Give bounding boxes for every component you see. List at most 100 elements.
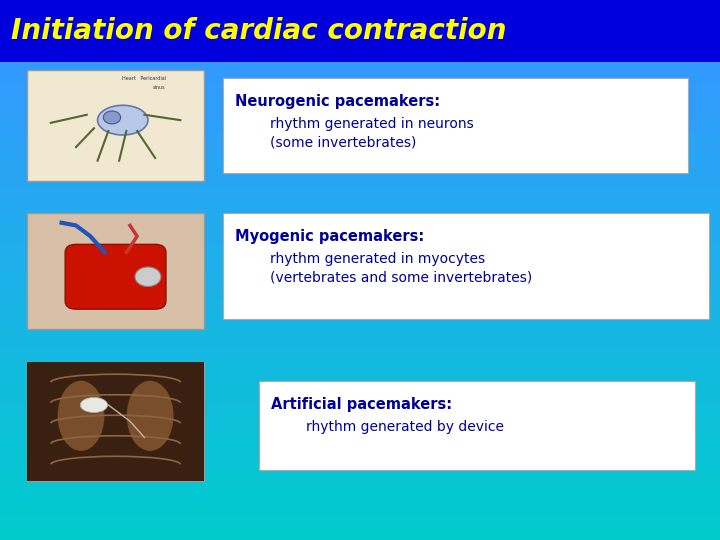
Bar <box>0 156 720 158</box>
Bar <box>0 150 720 151</box>
Bar <box>0 419 720 421</box>
Text: sinus: sinus <box>153 85 165 90</box>
Bar <box>0 342 720 344</box>
Bar <box>0 457 720 459</box>
Text: Initiation of cardiac contraction: Initiation of cardiac contraction <box>11 17 506 45</box>
Bar <box>0 109 720 110</box>
Bar <box>0 433 720 435</box>
Bar <box>0 178 720 180</box>
Bar <box>0 288 720 290</box>
Bar <box>0 421 720 422</box>
Bar <box>0 529 720 530</box>
Bar <box>0 338 720 339</box>
Circle shape <box>104 111 121 124</box>
Bar <box>0 366 720 368</box>
Bar <box>0 312 720 314</box>
Bar <box>0 207 720 208</box>
Bar <box>0 483 720 484</box>
Bar <box>0 310 720 312</box>
Bar <box>0 256 720 258</box>
Bar <box>0 218 720 220</box>
Bar <box>0 369 720 371</box>
Bar <box>0 408 720 409</box>
Bar <box>0 314 720 315</box>
Bar <box>0 535 720 537</box>
Bar <box>0 527 720 529</box>
Bar <box>0 191 720 193</box>
Bar <box>0 285 720 287</box>
Bar <box>0 460 720 462</box>
Bar <box>0 503 720 505</box>
Bar <box>0 511 720 513</box>
Bar <box>0 116 720 118</box>
Bar <box>0 475 720 476</box>
Circle shape <box>135 267 161 286</box>
Bar <box>0 0 720 62</box>
Bar <box>0 282 720 284</box>
Bar <box>0 89 720 91</box>
Ellipse shape <box>81 397 108 413</box>
Bar <box>0 516 720 518</box>
Bar <box>0 172 720 173</box>
Bar <box>0 233 720 234</box>
Bar <box>0 454 720 456</box>
Bar <box>0 136 720 137</box>
Bar <box>0 238 720 239</box>
Bar <box>0 119 720 121</box>
Bar <box>0 169 720 171</box>
Bar <box>0 75 720 77</box>
Bar <box>0 306 720 307</box>
Bar <box>0 188 720 190</box>
Bar <box>0 403 720 404</box>
Bar <box>0 190 720 191</box>
Bar <box>0 392 720 394</box>
Bar <box>0 290 720 292</box>
Bar <box>0 319 720 320</box>
Bar <box>0 67 720 69</box>
Bar <box>27 70 204 181</box>
Bar <box>0 260 720 261</box>
Bar <box>0 357 720 359</box>
Bar <box>0 240 720 242</box>
Bar <box>0 239 720 240</box>
Bar <box>0 333 720 334</box>
Bar <box>0 323 720 325</box>
Bar <box>0 245 720 247</box>
Bar <box>0 349 720 350</box>
Bar <box>0 185 720 186</box>
Bar <box>0 100 720 102</box>
Bar <box>0 518 720 519</box>
Bar <box>0 377 720 379</box>
Bar <box>0 180 720 181</box>
Bar <box>0 537 720 538</box>
Bar <box>0 266 720 268</box>
Bar <box>0 96 720 97</box>
Bar <box>0 145 720 146</box>
Bar <box>0 268 720 269</box>
Bar <box>0 394 720 395</box>
Bar <box>0 220 720 221</box>
Bar <box>0 374 720 376</box>
Bar <box>0 396 720 398</box>
Bar <box>0 431 720 433</box>
Bar <box>0 171 720 172</box>
Bar <box>0 280 720 282</box>
Bar <box>0 332 720 333</box>
Bar <box>0 448 720 449</box>
Text: Heart   Pericardial: Heart Pericardial <box>122 76 166 80</box>
Bar <box>0 79 720 81</box>
Bar <box>0 384 720 386</box>
Bar <box>0 354 720 355</box>
Bar <box>0 339 720 341</box>
Bar <box>0 400 720 401</box>
Bar <box>0 131 720 132</box>
Bar <box>0 87 720 89</box>
Bar <box>0 204 720 206</box>
Bar <box>0 494 720 495</box>
Bar <box>0 346 720 347</box>
Bar <box>0 336 720 338</box>
Bar <box>0 409 720 411</box>
Bar <box>0 175 720 177</box>
Bar <box>0 465 720 467</box>
Bar <box>0 328 720 330</box>
